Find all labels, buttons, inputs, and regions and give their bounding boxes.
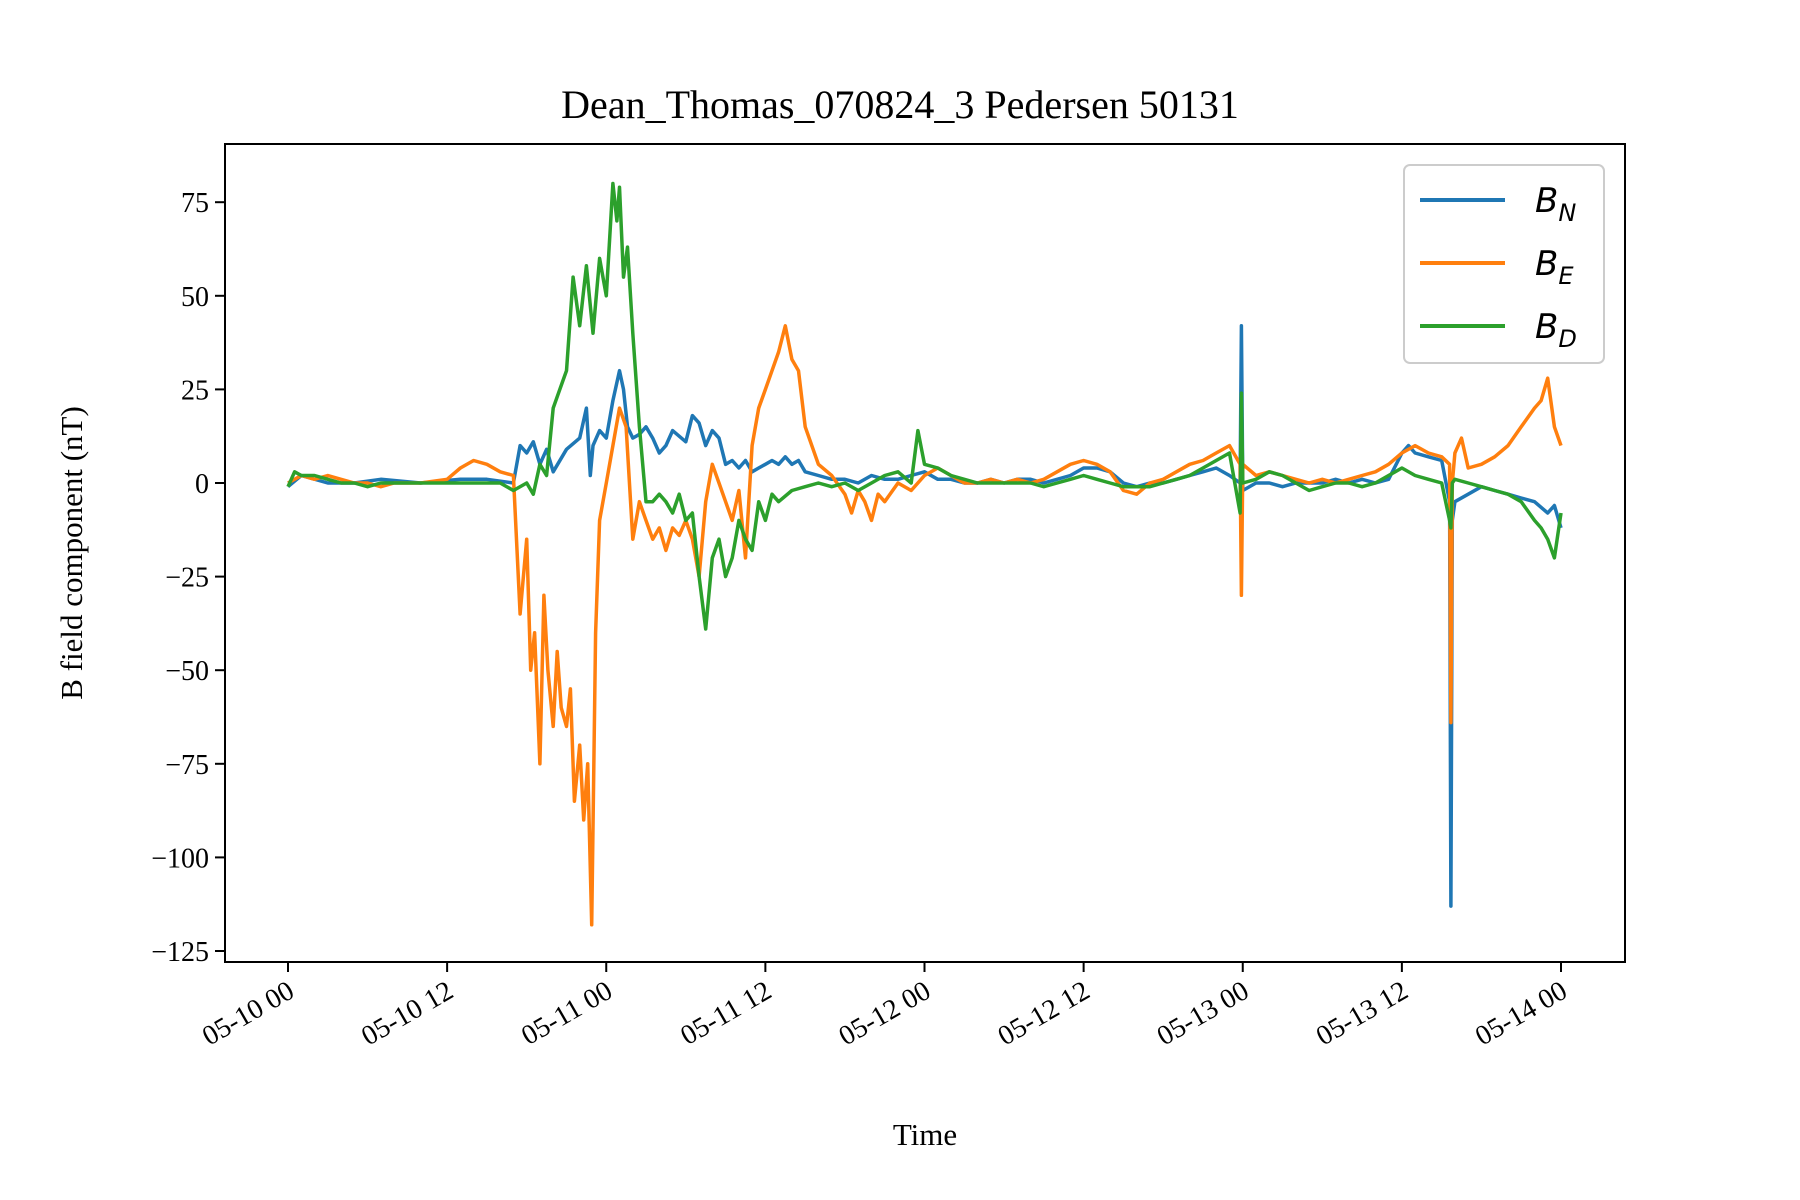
x-tick-label: 05-10 00 xyxy=(197,975,299,1052)
x-axis-label: Time xyxy=(893,1117,957,1152)
x-tick-label: 05-10 12 xyxy=(356,975,458,1052)
series-line-n xyxy=(286,324,1563,908)
y-tick-label: −125 xyxy=(151,937,209,968)
y-tick-label: −75 xyxy=(165,750,209,781)
y-axis-label: B field component (nT) xyxy=(54,406,89,700)
series-line-e xyxy=(287,324,1563,927)
x-tick-label: 05-11 12 xyxy=(675,975,776,1051)
y-tick-label: 0 xyxy=(195,469,209,500)
x-tick-label: 05-14 00 xyxy=(1470,975,1572,1052)
x-tick-label: 05-11 00 xyxy=(516,975,617,1051)
series-layer xyxy=(286,181,1563,927)
x-axis: 05-10 00 05-10 12 05-11 00 05-11 12 05-12 00… xyxy=(197,962,1573,1052)
y-tick-label: −100 xyxy=(151,843,209,874)
x-tick-label: 05-12 00 xyxy=(834,975,936,1052)
y-tick-label: 25 xyxy=(181,375,209,406)
y-tick-label: 75 xyxy=(181,188,209,219)
legend: BN BE BD xyxy=(1403,164,1605,364)
legend-label-e: BE xyxy=(1535,244,1574,290)
y-tick-label: −50 xyxy=(165,656,209,687)
x-tick-label: 05-13 00 xyxy=(1152,975,1254,1052)
legend-label-n: BN xyxy=(1535,181,1576,227)
x-tick-label: 05-13 12 xyxy=(1311,975,1413,1052)
legend-label-d: BD xyxy=(1535,307,1577,353)
chart-title: Dean_Thomas_070824_3 Pedersen 50131 xyxy=(561,82,1239,127)
series-line-d xyxy=(286,181,1563,631)
x-tick-label: 05-12 12 xyxy=(993,975,1095,1052)
y-tick-label: −25 xyxy=(165,563,209,594)
y-axis: 75 50 25 0 −25 −50 −75 −100 −125 xyxy=(151,188,225,968)
y-tick-label: 50 xyxy=(181,282,209,313)
